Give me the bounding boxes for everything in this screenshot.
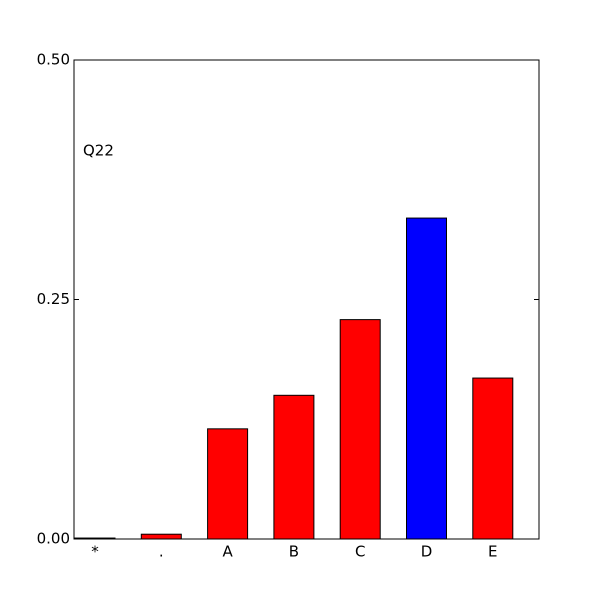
bar [339, 319, 381, 540]
x-tick-label: B [289, 543, 299, 561]
bar [273, 394, 315, 540]
x-tick-label: * [91, 543, 99, 561]
bar [472, 377, 514, 540]
y-tick-label: 0.00 [37, 530, 70, 548]
annotation: Q22 [83, 142, 114, 160]
bar [406, 217, 447, 540]
bar [140, 533, 182, 540]
bar [207, 428, 249, 540]
plot-frame [73, 59, 540, 540]
x-tick-label: . [159, 543, 164, 561]
x-tick-label: C [355, 543, 365, 561]
x-tick-label: D [421, 543, 433, 561]
y-tick-label: 0.50 [37, 51, 70, 69]
y-tick-label: 0.25 [37, 290, 70, 308]
x-tick-label: E [488, 543, 497, 561]
x-tick-label: A [222, 543, 233, 561]
